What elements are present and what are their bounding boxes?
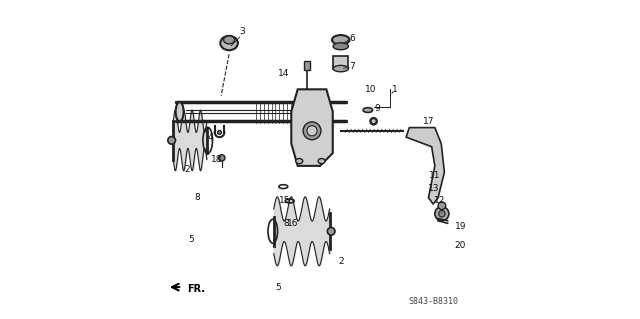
Text: 14: 14 bbox=[278, 69, 289, 78]
Text: 20: 20 bbox=[454, 241, 466, 250]
Circle shape bbox=[435, 207, 449, 221]
Ellipse shape bbox=[318, 159, 325, 164]
Ellipse shape bbox=[220, 36, 238, 50]
Text: 16: 16 bbox=[287, 219, 299, 228]
Polygon shape bbox=[406, 128, 444, 204]
Text: S843-B8310: S843-B8310 bbox=[408, 297, 458, 306]
Text: 17: 17 bbox=[422, 117, 434, 126]
Bar bbox=[305, 61, 310, 70]
Text: 2: 2 bbox=[185, 165, 191, 174]
Text: 10: 10 bbox=[365, 85, 377, 94]
Ellipse shape bbox=[333, 65, 348, 72]
Ellipse shape bbox=[175, 102, 184, 121]
Text: 12: 12 bbox=[434, 197, 445, 205]
Text: 9: 9 bbox=[374, 104, 380, 113]
Text: 1: 1 bbox=[392, 85, 398, 94]
Text: 18: 18 bbox=[211, 155, 222, 164]
Polygon shape bbox=[291, 89, 333, 166]
Circle shape bbox=[218, 130, 221, 134]
Text: 8: 8 bbox=[284, 219, 289, 228]
Circle shape bbox=[438, 211, 445, 217]
Circle shape bbox=[168, 137, 175, 144]
Text: 11: 11 bbox=[429, 171, 440, 180]
Text: 13: 13 bbox=[428, 184, 439, 193]
Text: 8: 8 bbox=[195, 193, 200, 202]
Text: 4: 4 bbox=[207, 133, 212, 142]
Ellipse shape bbox=[332, 35, 349, 45]
Text: 5: 5 bbox=[188, 235, 194, 244]
Ellipse shape bbox=[363, 108, 372, 113]
Text: 5: 5 bbox=[276, 283, 282, 292]
Circle shape bbox=[218, 155, 225, 161]
Text: 15: 15 bbox=[279, 197, 291, 205]
Circle shape bbox=[303, 122, 321, 140]
Text: 2: 2 bbox=[338, 257, 344, 266]
Ellipse shape bbox=[333, 43, 348, 50]
Text: 3: 3 bbox=[239, 27, 244, 36]
Text: 6: 6 bbox=[349, 34, 355, 43]
Ellipse shape bbox=[370, 118, 377, 125]
Ellipse shape bbox=[296, 159, 303, 164]
Bar bbox=[333, 56, 348, 69]
Circle shape bbox=[307, 126, 317, 136]
Circle shape bbox=[327, 227, 335, 235]
Text: 19: 19 bbox=[454, 222, 466, 231]
Text: FR.: FR. bbox=[188, 284, 205, 294]
Ellipse shape bbox=[223, 36, 235, 44]
Text: 7: 7 bbox=[349, 63, 355, 71]
Circle shape bbox=[438, 202, 445, 210]
